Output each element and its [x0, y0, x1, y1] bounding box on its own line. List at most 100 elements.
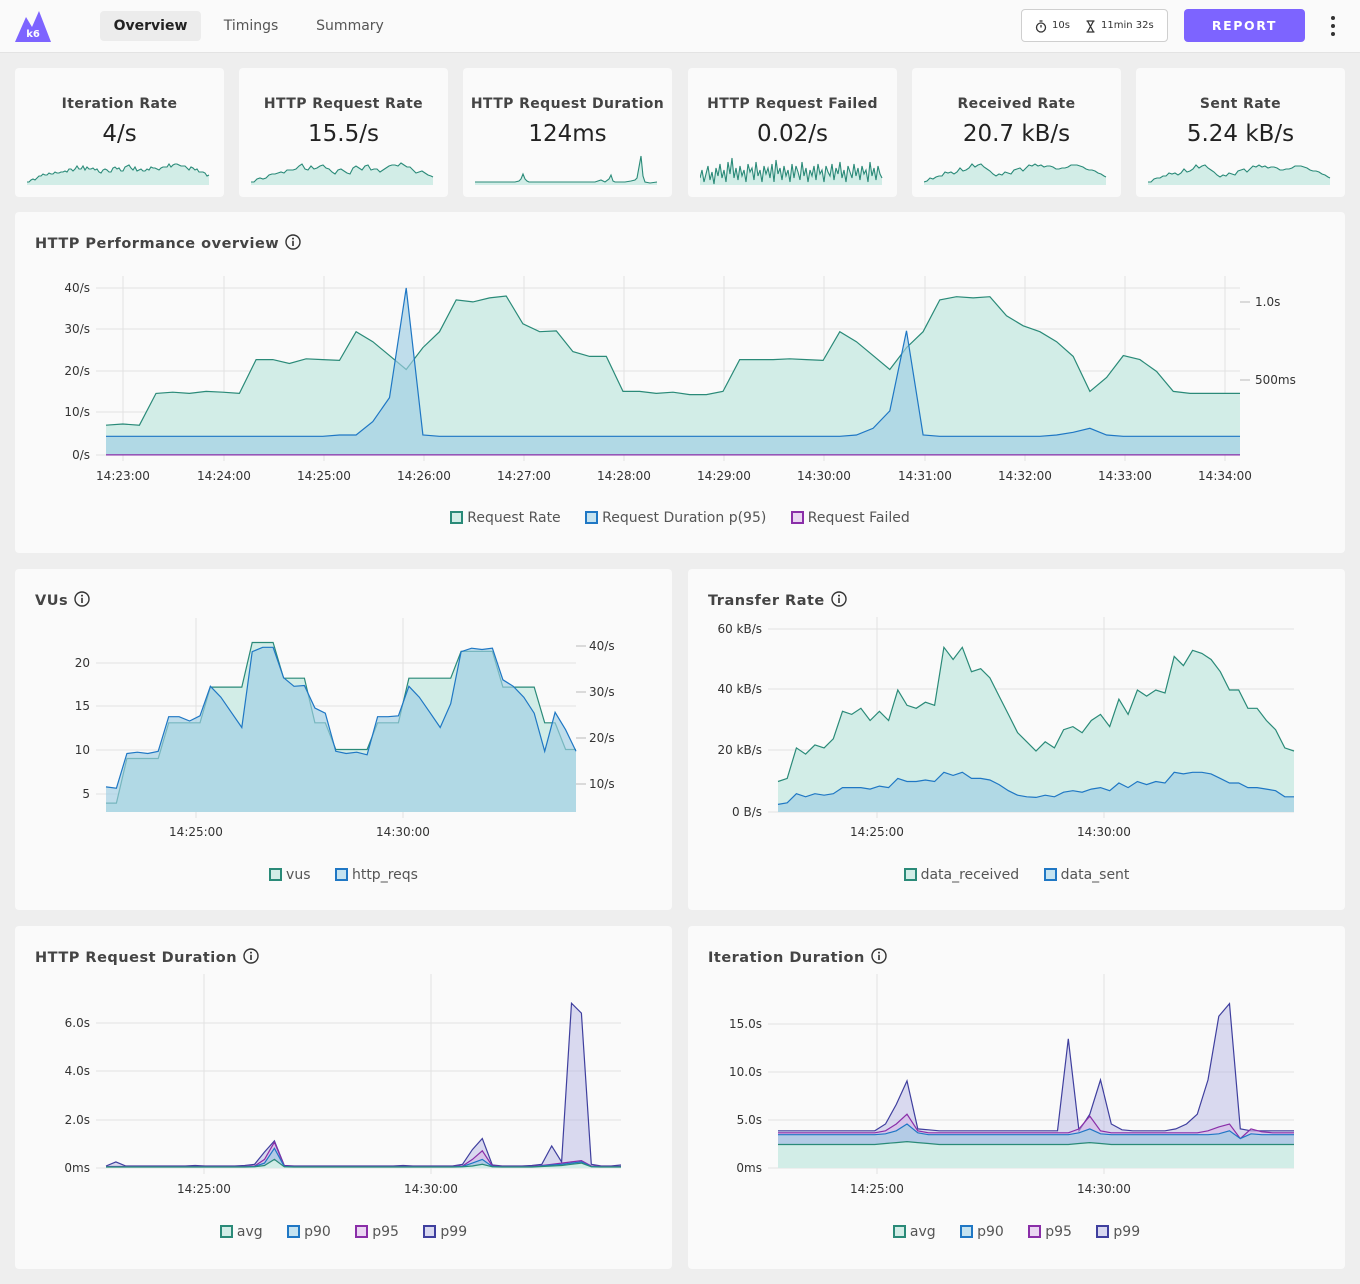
- y-tick-label: 5.0s: [737, 1113, 762, 1127]
- legend-item-data-received[interactable]: data_received: [903, 867, 1019, 883]
- y-tick-label: 10/s: [64, 405, 90, 419]
- info-icon[interactable]: [871, 948, 887, 964]
- period-value: 10s: [1052, 20, 1070, 31]
- sparkline: [700, 157, 883, 185]
- x-tick-label: 14:26:00: [397, 469, 451, 483]
- tab-timings[interactable]: Timings: [223, 18, 279, 34]
- stat-label: HTTP Request Duration: [470, 96, 665, 112]
- series-p95-line: [778, 1113, 1294, 1140]
- legend-item-p99[interactable]: p99: [1096, 1224, 1140, 1240]
- http-request-duration-chart[interactable]: 0ms 2.0s 4.0s 6.0s 14:25:00 14:30:00: [15, 926, 672, 1269]
- stat-card-received-rate: Received Rate 20.7 kB/s: [912, 68, 1121, 197]
- x-tick-label: 14:27:00: [497, 469, 551, 483]
- tab-summary[interactable]: Summary: [316, 18, 384, 34]
- svg-text:k6: k6: [26, 29, 40, 40]
- x-tick-label: 14:23:00: [96, 469, 150, 483]
- tab-overview[interactable]: Overview: [100, 11, 201, 41]
- legend-item-data-sent[interactable]: data_sent: [1043, 867, 1129, 883]
- legend-item-p95[interactable]: p95: [1028, 1224, 1072, 1240]
- more-menu-icon[interactable]: [1323, 12, 1343, 40]
- series-request-rate-area: [106, 296, 1240, 455]
- legend-item-p95[interactable]: p95: [355, 1224, 399, 1240]
- stat-card-http-request-failed: HTTP Request Failed 0.02/s: [688, 68, 897, 197]
- y-tick-label: 10: [75, 743, 90, 757]
- stat-card-http-request-rate: HTTP Request Rate 15.5/s: [239, 68, 448, 197]
- x-tick-label: 14:25:00: [850, 1182, 904, 1196]
- k6-logo[interactable]: k6: [14, 9, 52, 43]
- run-timer: 10s 11min 32s: [1021, 9, 1168, 42]
- panel-title: Transfer Rate: [708, 591, 847, 609]
- x-tick-label: 14:34:00: [1198, 469, 1252, 483]
- series-p99-line: [778, 1002, 1294, 1133]
- stat-value: 5.24 kB/s: [1186, 121, 1295, 147]
- series-p90-line: [778, 1123, 1294, 1140]
- overview-chart[interactable]: 0/s 10/s 20/s 30/s 40/s 14:23:00 14:24:00 14:25…: [15, 212, 1345, 553]
- y-tick-label: 0ms: [736, 1161, 762, 1175]
- stat-card-iteration-rate: Iteration Rate 4/s: [15, 68, 224, 197]
- legend-item-http-reqs[interactable]: http_reqs: [334, 867, 418, 883]
- chart-legend: vus http_reqs: [15, 867, 672, 883]
- legend-item-avg[interactable]: avg: [892, 1224, 936, 1240]
- sparkline: [27, 163, 210, 185]
- http-performance-overview-panel: HTTP Performance overview 0/s 10/s 20/s 30/…: [15, 212, 1345, 553]
- top-bar: k6 Overview Timings Summary 10s 11min 32…: [0, 0, 1360, 53]
- legend-item-request-failed[interactable]: Request Failed: [790, 510, 910, 526]
- info-icon[interactable]: [285, 234, 301, 250]
- y-tick-label: 40/s: [64, 281, 90, 295]
- sparkline: [251, 162, 434, 185]
- report-button[interactable]: REPORT: [1184, 9, 1305, 42]
- y2-tick-label: 30/s: [589, 685, 615, 699]
- legend-item-p90[interactable]: p90: [960, 1224, 1004, 1240]
- series-request-duration-p-95--line: [106, 287, 1240, 437]
- series-data-received-area: [778, 647, 1294, 812]
- x-tick-label: 14:24:00: [197, 469, 251, 483]
- stat-value: 20.7 kB/s: [962, 121, 1071, 147]
- legend-item-p90[interactable]: p90: [287, 1224, 331, 1240]
- y-tick-label: 0ms: [64, 1161, 90, 1175]
- info-icon[interactable]: [74, 591, 90, 607]
- y-tick-label: 20 kB/s: [717, 743, 762, 757]
- series-avg-line: [106, 1158, 621, 1168]
- y2-tick-label: 20/s: [589, 731, 615, 745]
- y-tick-label: 20: [75, 656, 90, 670]
- legend-item-request-rate[interactable]: Request Rate: [450, 510, 561, 526]
- series-avg-line: [778, 1140, 1294, 1146]
- series-data-sent-area: [778, 772, 1294, 812]
- series-data-sent-line: [777, 771, 1294, 805]
- chart-legend: avg p90 p95 p99: [688, 1224, 1345, 1240]
- transfer-rate-chart[interactable]: 0 B/s 20 kB/s 40 kB/s 60 kB/s 14:25:00 14:30:…: [688, 569, 1345, 910]
- http-request-duration-panel: HTTP Request Duration 0ms 2.0s 4.0s 6.0s 14:…: [15, 926, 672, 1269]
- stat-label: HTTP Request Failed: [707, 96, 878, 112]
- y-tick-label: 60 kB/s: [717, 622, 762, 636]
- x-tick-label: 14:25:00: [850, 825, 904, 839]
- transfer-rate-panel: Transfer Rate 0 B/s 20 kB/s 40 kB/s 60 kB/s…: [688, 569, 1345, 910]
- x-tick-label: 14:30:00: [797, 469, 851, 483]
- x-tick-label: 14:30:00: [376, 825, 430, 839]
- y-tick-label: 10.0s: [729, 1065, 762, 1079]
- vus-chart[interactable]: 5 10 15 20 14:25:00 14:30:00 10/s 20/s 30/s 40/s: [15, 569, 672, 910]
- x-tick-label: 14:25:00: [177, 1182, 231, 1196]
- y-tick-label: 6.0s: [65, 1016, 90, 1030]
- iteration-duration-chart[interactable]: 0ms 5.0s 10.0s 15.0s 14:25:00 14:30:00: [688, 926, 1345, 1269]
- series-p99-area: [106, 1003, 621, 1168]
- stat-label: Sent Rate: [1199, 96, 1282, 112]
- legend-item-p99[interactable]: p99: [423, 1224, 467, 1240]
- chart-legend: Request Rate Request Duration p(95) Requ…: [15, 510, 1345, 526]
- x-tick-label: 14:25:00: [297, 469, 351, 483]
- series-request-duration-p-95--area: [106, 288, 1240, 455]
- hourglass-icon: [1086, 20, 1095, 33]
- legend-item-request-duration[interactable]: Request Duration p(95): [585, 510, 766, 526]
- y2-tick-label: 10/s: [589, 777, 615, 791]
- series-http-reqs-area: [106, 647, 576, 812]
- info-icon[interactable]: [243, 948, 259, 964]
- y-tick-label: 4.0s: [65, 1064, 90, 1078]
- legend-item-avg[interactable]: avg: [219, 1224, 263, 1240]
- legend-item-vus[interactable]: vus: [269, 867, 311, 883]
- info-icon[interactable]: [831, 591, 847, 607]
- y-tick-label: 0/s: [72, 448, 90, 462]
- stopwatch-icon: [1035, 20, 1047, 33]
- x-tick-label: 14:32:00: [998, 469, 1052, 483]
- stat-label: Iteration Rate: [61, 96, 178, 112]
- sparkline: [1148, 164, 1331, 185]
- stat-card-http-request-duration: HTTP Request Duration 124ms: [463, 68, 672, 197]
